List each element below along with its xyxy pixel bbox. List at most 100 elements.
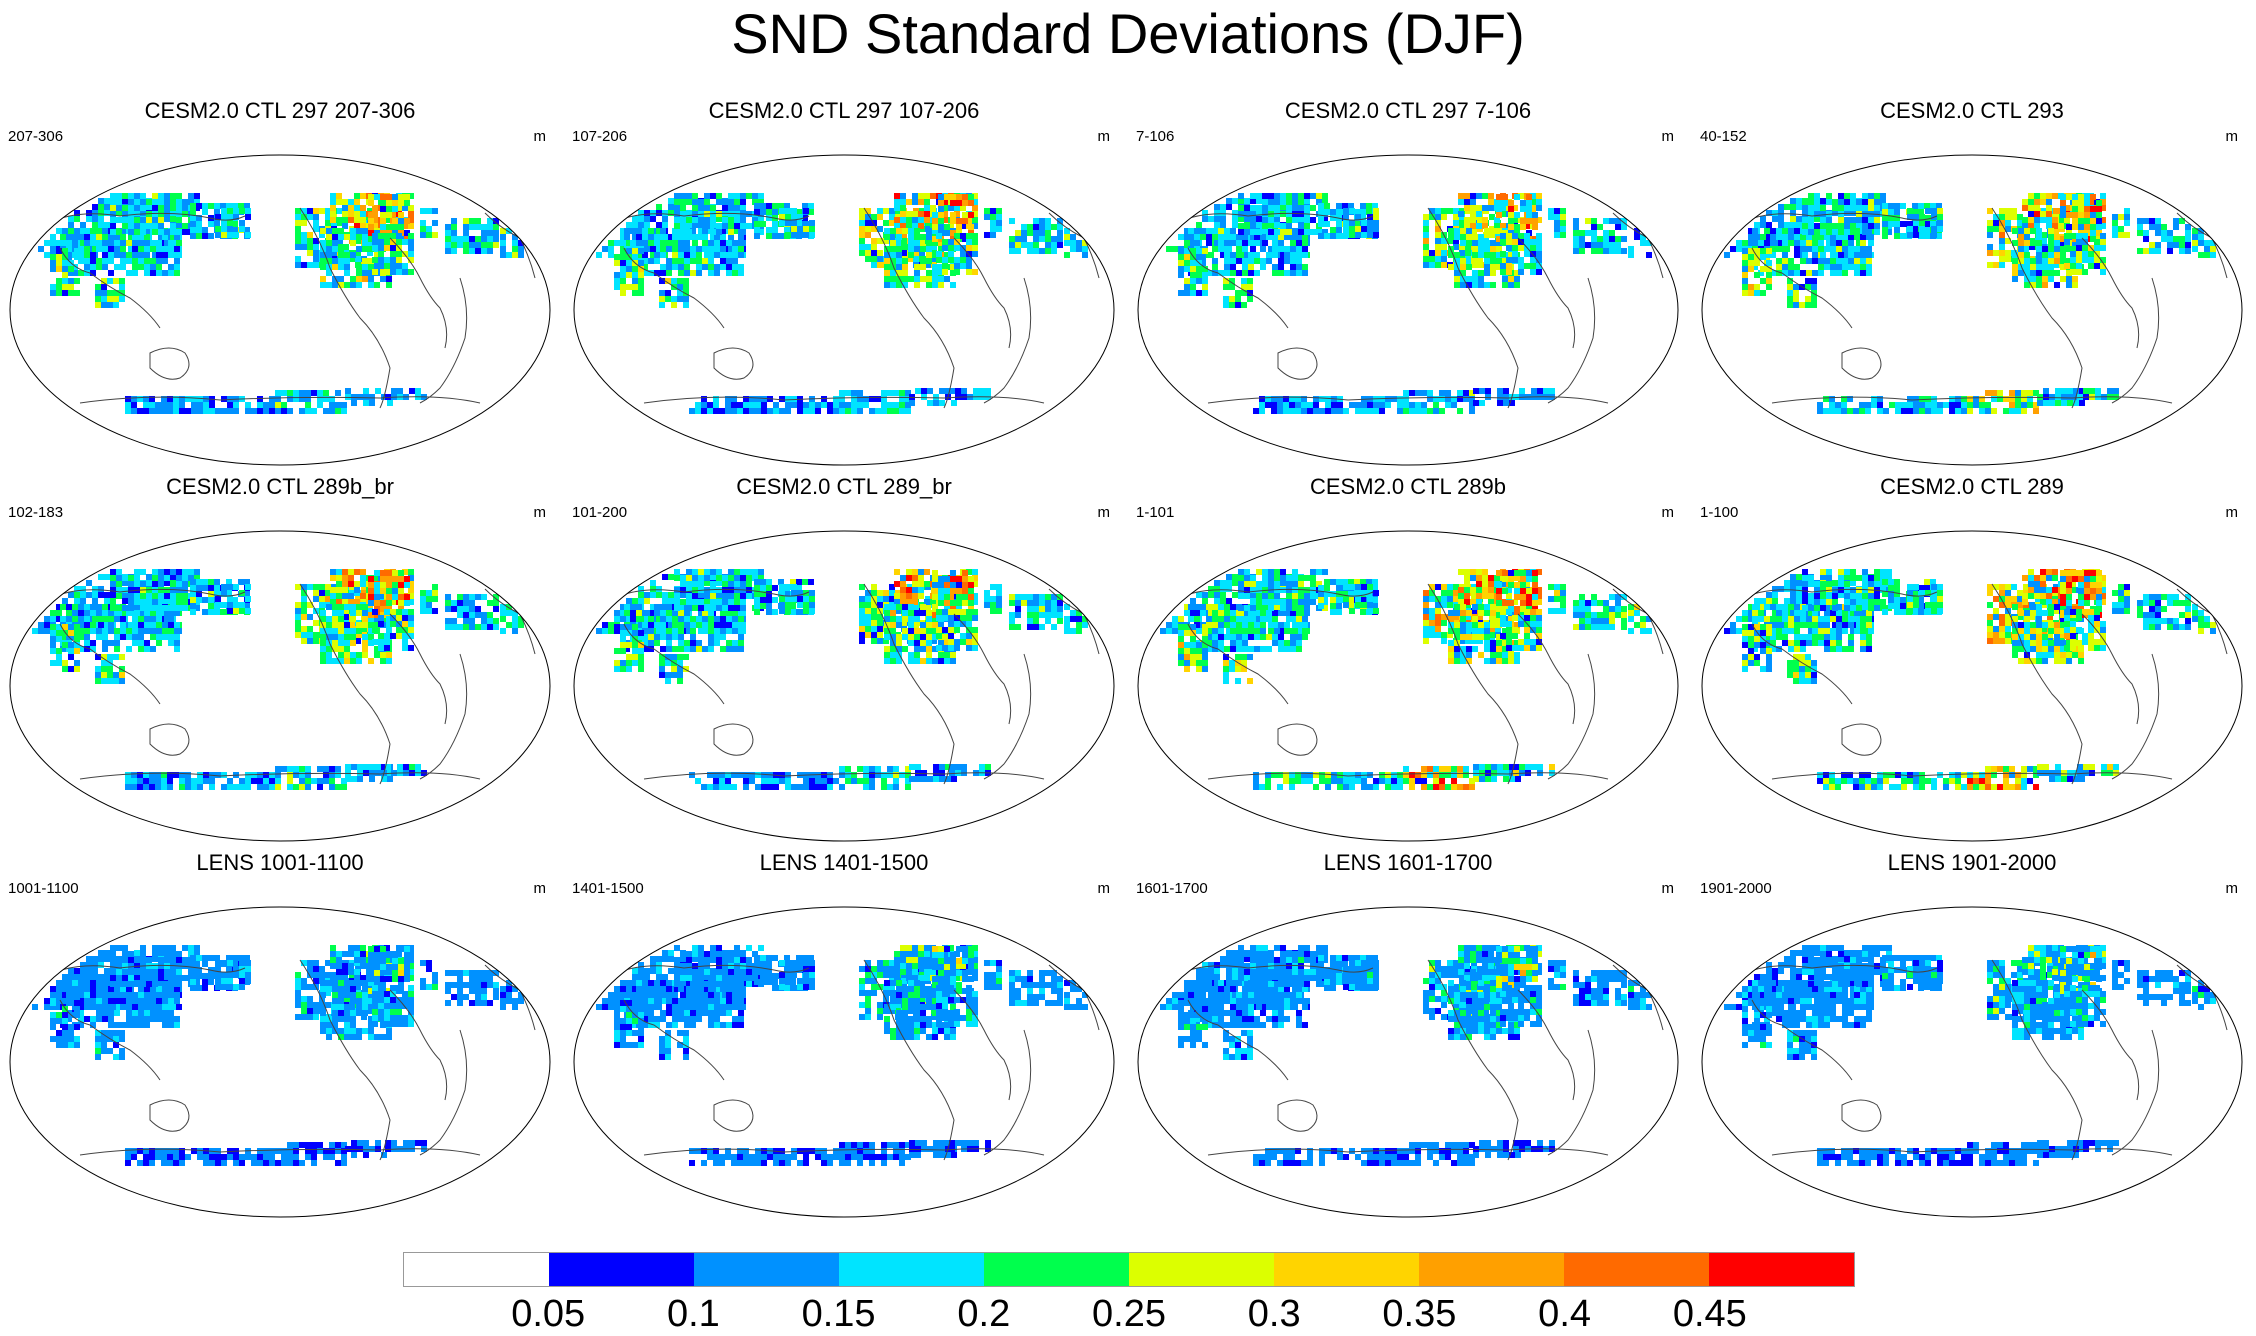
snow-cell xyxy=(2048,276,2054,282)
snow-cell xyxy=(827,408,833,414)
snow-cell xyxy=(98,204,104,210)
snow-cell xyxy=(1536,233,1542,239)
snow-cell xyxy=(1579,230,1585,236)
snow-cell xyxy=(833,396,839,402)
snow-cell xyxy=(463,236,469,242)
snow-cell xyxy=(1850,193,1856,199)
snow-cell xyxy=(671,302,677,308)
snow-cell xyxy=(362,646,368,652)
snow-cell xyxy=(951,400,957,406)
snow-cell xyxy=(1796,198,1802,204)
snow-cell xyxy=(1844,193,1850,199)
snow-cell xyxy=(72,610,78,616)
snow-cell xyxy=(2015,402,2021,408)
snow-cell xyxy=(396,251,402,257)
snow-cell xyxy=(708,252,714,258)
snow-cell xyxy=(638,222,644,228)
snow-cell xyxy=(84,246,90,252)
snow-cell xyxy=(909,400,915,406)
snow-cell xyxy=(2204,252,2210,258)
snow-cell xyxy=(1379,402,1385,408)
snow-cell xyxy=(1296,246,1302,252)
snow-cell xyxy=(463,224,469,230)
snow-cell xyxy=(1913,402,1919,408)
snow-cell xyxy=(156,258,162,264)
snow-cell xyxy=(463,218,469,224)
snow-cell xyxy=(2018,234,2024,240)
snow-cell xyxy=(1850,223,1856,229)
snow-cell xyxy=(475,624,481,630)
snow-cell xyxy=(1435,232,1441,238)
snow-cell xyxy=(215,408,221,414)
snow-cell xyxy=(2018,240,2024,246)
snow-cell xyxy=(1790,204,1796,210)
snow-cell xyxy=(1262,199,1268,205)
snow-cell xyxy=(877,250,883,256)
snow-cell xyxy=(845,390,851,396)
snow-cell xyxy=(378,263,384,269)
snow-cell xyxy=(1236,258,1242,264)
snow-cell xyxy=(1256,205,1262,211)
snow-cell xyxy=(1955,402,1961,408)
snow-cell xyxy=(1265,396,1271,402)
snow-cell xyxy=(320,276,326,282)
snow-cell xyxy=(1615,242,1621,248)
snow-cell xyxy=(2042,246,2048,252)
snow-cell xyxy=(149,408,155,414)
snow-cell xyxy=(894,199,900,205)
snow-cell xyxy=(1292,205,1298,211)
snow-cell xyxy=(2036,264,2042,270)
snow-cell xyxy=(666,264,672,270)
snow-cell xyxy=(1760,290,1766,296)
snow-cell xyxy=(182,569,188,575)
snow-cell xyxy=(779,408,785,414)
snow-cell xyxy=(469,242,475,248)
snow-cell xyxy=(1256,216,1262,222)
snow-cell xyxy=(1991,408,1997,414)
snow-cell xyxy=(1754,260,1760,266)
snow-cell xyxy=(108,640,114,646)
snow-cell xyxy=(168,264,174,270)
snow-cell xyxy=(144,640,150,646)
snow-cell xyxy=(2005,220,2011,226)
snow-cell xyxy=(1361,408,1367,414)
snow-cell xyxy=(1256,193,1262,199)
snow-cell xyxy=(1476,193,1482,199)
snow-cell xyxy=(656,204,662,210)
snow-cell xyxy=(281,402,287,408)
snow-cell xyxy=(134,193,140,199)
snow-cell xyxy=(1931,408,1937,414)
snow-cell xyxy=(1229,302,1235,308)
panel-title: CESM2.0 CTL 293 xyxy=(1692,98,2252,124)
snow-cell xyxy=(893,402,899,408)
snow-cell xyxy=(1836,258,1842,264)
snow-cell xyxy=(695,408,701,414)
snow-cell xyxy=(1812,252,1818,258)
snow-cell xyxy=(1200,228,1206,234)
snow-cell xyxy=(2042,264,2048,270)
snow-cell xyxy=(341,402,347,408)
snow-cell xyxy=(146,605,152,611)
snow-cell xyxy=(1621,248,1627,254)
snow-cell xyxy=(162,634,168,640)
snow-cell xyxy=(1262,217,1268,223)
snow-cell xyxy=(906,211,912,217)
snow-cell xyxy=(1367,402,1373,408)
snow-cell xyxy=(912,193,918,199)
snow-cell xyxy=(156,634,162,640)
snow-cell xyxy=(481,236,487,242)
snow-cell xyxy=(301,244,307,250)
snow-cell xyxy=(1247,284,1253,290)
snow-cell xyxy=(996,214,1002,220)
snow-cell xyxy=(96,604,102,610)
snow-cell xyxy=(215,226,221,232)
snow-cell xyxy=(356,246,362,252)
snow-cell xyxy=(851,396,857,402)
snow-cell xyxy=(1782,252,1788,258)
snow-cell xyxy=(445,618,451,624)
snow-cell xyxy=(728,217,734,223)
snow-cell xyxy=(275,390,281,396)
snow-cell xyxy=(954,269,960,275)
snow-cell xyxy=(1832,229,1838,235)
